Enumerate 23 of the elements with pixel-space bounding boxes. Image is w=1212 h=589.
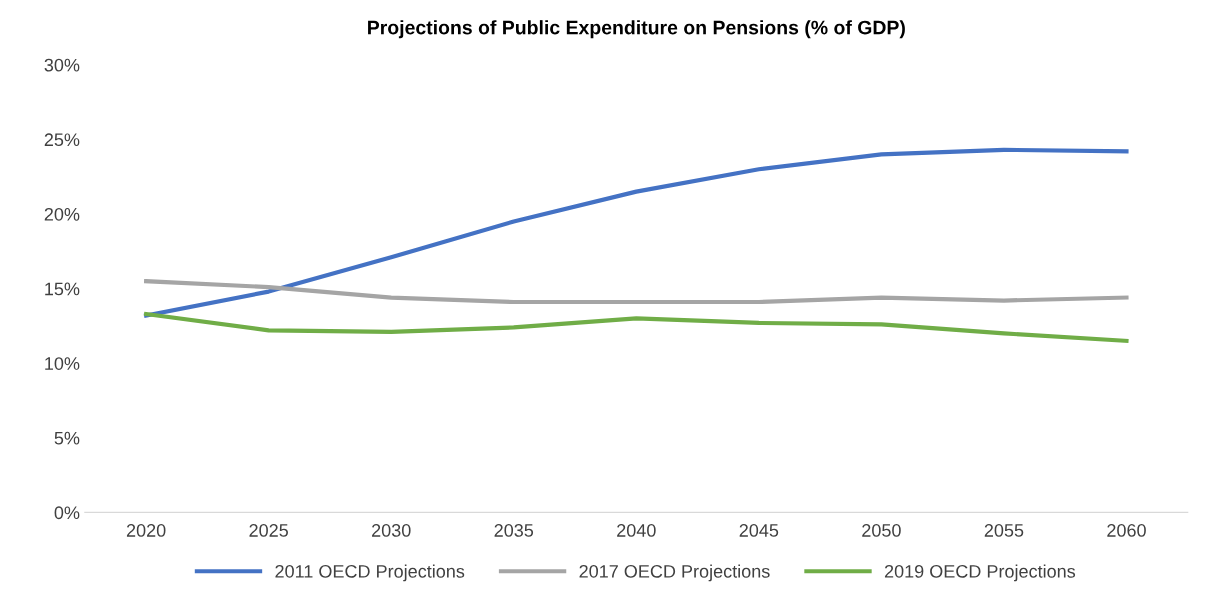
line-series: [144, 147, 1129, 318]
x-tick-label: 2060: [1107, 524, 1146, 537]
line-series: [144, 311, 1129, 343]
legend-label: 2019 OECD Projections: [884, 564, 1076, 582]
legend-label: 2011 OECD Projections: [275, 564, 465, 582]
y-tick-label: 5%: [54, 431, 80, 445]
y-tick-label: 10%: [45, 357, 80, 370]
chart-title: Projections of Public Expenditure on Pensions (% of GDP): [368, 20, 905, 39]
x-tick-label: 2035: [494, 524, 534, 537]
y-tick-label: 30%: [44, 58, 80, 72]
y-tick-label: 0%: [54, 506, 80, 520]
line-series: [144, 279, 1129, 305]
x-tick-label: 2020: [126, 524, 166, 537]
legend-label: 2017 OECD Projections: [579, 564, 770, 582]
x-tick-label: 2055: [984, 524, 1024, 537]
x-tick-label: 2040: [617, 524, 656, 537]
x-tick-label: 2050: [862, 524, 901, 537]
y-tick-label: 20%: [44, 207, 80, 221]
y-tick-label: 15%: [45, 282, 80, 296]
y-tick-label: 25%: [44, 133, 80, 147]
x-tick-label: 2030: [372, 524, 411, 537]
x-tick-label: 2025: [249, 524, 288, 537]
x-tick-label: 2045: [739, 524, 779, 537]
